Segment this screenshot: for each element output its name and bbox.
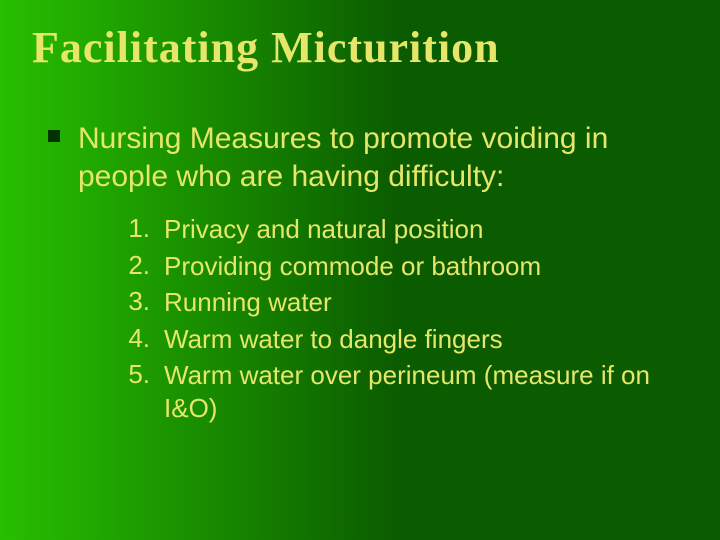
slide-body: Nursing Measures to promote voiding in p… [48, 120, 680, 428]
list-number: 4. [116, 323, 150, 354]
list-text: Running water [164, 286, 332, 319]
list-item: 5. Warm water over perineum (measure if … [116, 359, 680, 424]
slide-title: Facilitating Micturition [32, 22, 688, 73]
lead-text: Nursing Measures to promote voiding in p… [78, 120, 680, 195]
list-text: Warm water to dangle fingers [164, 323, 503, 356]
list-number: 2. [116, 250, 150, 281]
slide: Facilitating Micturition Nursing Measure… [0, 0, 720, 540]
list-text: Providing commode or bathroom [164, 250, 541, 283]
list-number: 3. [116, 286, 150, 317]
list-item: 2. Providing commode or bathroom [116, 250, 680, 283]
list-number: 1. [116, 213, 150, 244]
list-number: 5. [116, 359, 150, 390]
list-item: 3. Running water [116, 286, 680, 319]
lead-row: Nursing Measures to promote voiding in p… [48, 120, 680, 195]
numbered-list: 1. Privacy and natural position 2. Provi… [116, 213, 680, 424]
list-text: Privacy and natural position [164, 213, 483, 246]
square-bullet-icon [48, 130, 60, 142]
list-item: 4. Warm water to dangle fingers [116, 323, 680, 356]
list-item: 1. Privacy and natural position [116, 213, 680, 246]
list-text: Warm water over perineum (measure if on … [164, 359, 680, 424]
